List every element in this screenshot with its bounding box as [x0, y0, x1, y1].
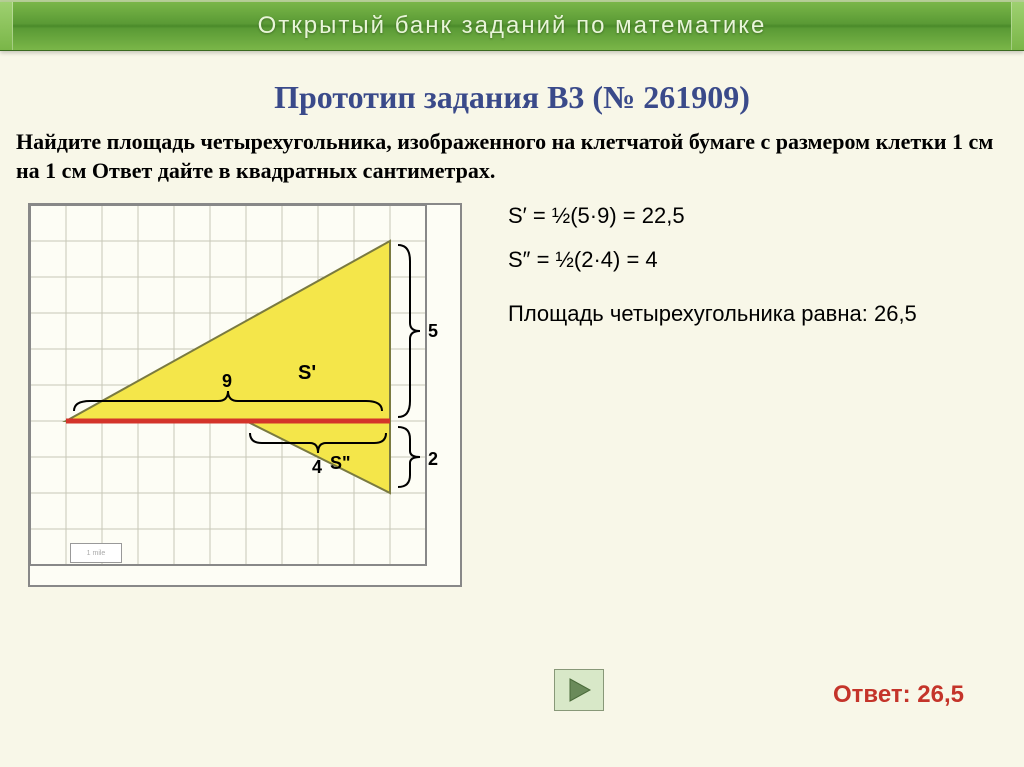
header-corner-right	[1011, 2, 1024, 50]
highlight-oval-2	[668, 239, 712, 281]
slide: Открытый банк заданий по математике Прот…	[0, 0, 1024, 767]
label-s-double: S"	[330, 453, 351, 473]
brace-right-5	[398, 245, 420, 417]
dim-label-5: 5	[428, 321, 438, 341]
equation-2: S″ = ½(2·4) = 4	[508, 247, 658, 273]
dim-label-4: 4	[312, 457, 322, 477]
content-row: 9 4 5 2 S' S" 1 mile S′ = ½(5·9) = 22,5	[0, 203, 1024, 587]
watermark-stamp: 1 mile	[70, 543, 122, 563]
header-corner-left	[0, 2, 13, 50]
triangle-right-icon	[566, 677, 592, 703]
header-bar: Открытый банк заданий по математике	[0, 2, 1024, 51]
answer-value: 26,5	[917, 681, 964, 708]
figure-area: 9 4 5 2 S' S" 1 mile	[28, 203, 498, 587]
eq1-text: S′ = ½(5·9) = 22,5	[508, 203, 685, 228]
next-slide-button[interactable]	[554, 669, 604, 711]
dim-label-9: 9	[222, 371, 232, 391]
grid-figure: 9 4 5 2 S' S"	[28, 203, 462, 587]
slide-title: Прототип задания B3 (№ 261909)	[0, 79, 1024, 116]
conclusion-text: Площадь четырехугольника равна: 26,5	[508, 301, 1024, 327]
header-text: Открытый банк заданий по математике	[258, 12, 767, 40]
problem-statement: Найдите площадь четырехугольника, изобра…	[16, 128, 1008, 185]
equation-1: S′ = ½(5·9) = 22,5	[508, 203, 685, 229]
eq2-text: S″ = ½(2·4) = 4	[508, 247, 658, 272]
answer-label: Ответ:	[833, 681, 917, 708]
dim-label-2: 2	[428, 449, 438, 469]
answer-line: Ответ: 26,5	[833, 681, 964, 709]
solution-area: S′ = ½(5·9) = 22,5 S″ = ½(2·4) = 4 Площа…	[508, 203, 1024, 327]
label-s-prime: S'	[298, 362, 316, 384]
